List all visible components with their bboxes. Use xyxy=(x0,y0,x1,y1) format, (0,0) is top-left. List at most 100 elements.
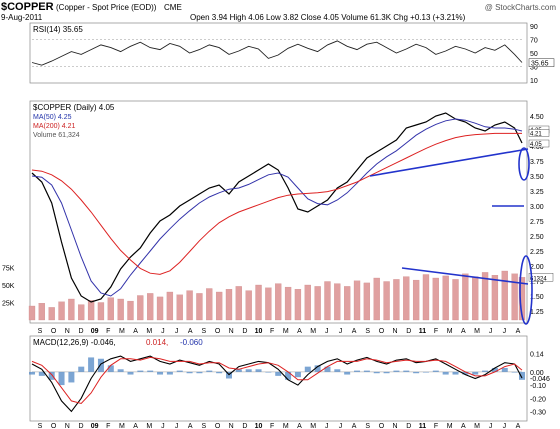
x-label-month-macd: A xyxy=(461,423,466,429)
x-label-month: S xyxy=(38,328,43,335)
macd-histogram-bar xyxy=(88,357,95,372)
x-label-month-macd: D xyxy=(406,423,411,429)
x-label-month-macd: M xyxy=(283,423,289,429)
price-tick-3.50: 3.50 xyxy=(530,174,544,181)
macd-histogram-bar xyxy=(147,370,154,372)
price-tick-2.25: 2.25 xyxy=(530,249,544,256)
x-label-month-macd: F xyxy=(106,423,110,429)
support-trendline xyxy=(369,148,529,177)
price-current-label: 4.21 xyxy=(530,131,542,137)
price-current-label: 4.05 xyxy=(530,142,542,148)
x-label-month-macd: F xyxy=(434,423,438,429)
volume-bar xyxy=(432,277,439,321)
ma50-legend: MA(50) 4.25 xyxy=(33,114,72,121)
x-label-month-macd: J xyxy=(489,423,493,429)
x-label-month-macd: M xyxy=(119,423,125,429)
x-label-month-macd: N xyxy=(229,423,234,429)
volume-bar xyxy=(245,290,252,321)
macd-histogram-bar xyxy=(519,371,525,380)
macd-histogram-bar xyxy=(157,371,164,375)
x-label-month-macd: J xyxy=(175,423,179,429)
x-label-month-macd: O xyxy=(379,423,385,429)
macd-histogram-bar xyxy=(216,371,223,374)
x-label-month-macd: M xyxy=(474,423,480,429)
volume-bar xyxy=(363,282,371,321)
x-label-month: J xyxy=(325,328,329,335)
macd-histogram-bar xyxy=(275,371,282,376)
x-label-month: A xyxy=(516,328,521,335)
x-label-month: J xyxy=(489,328,493,335)
volume-bar xyxy=(334,283,341,321)
volume-bar xyxy=(97,302,105,321)
volume-bar xyxy=(215,291,223,321)
x-label-month-macd: O xyxy=(215,423,221,429)
volume-bar xyxy=(206,288,213,321)
rsi-panel-frame xyxy=(29,22,528,84)
macd-tick: -0.10 xyxy=(530,383,546,390)
ohlc-summary: Open 3.94 High 4.06 Low 3.82 Close 4.05 … xyxy=(190,13,466,22)
macd-histogram-bar xyxy=(344,371,351,375)
macd-histogram-bar xyxy=(462,371,469,375)
x-label-month-macd: A xyxy=(352,423,357,429)
x-label-month-macd: A xyxy=(516,423,521,429)
macd-histogram-bar xyxy=(501,367,508,372)
price-tick-3.75: 3.75 xyxy=(530,159,544,166)
volume-bar xyxy=(166,291,174,321)
macd-histogram-bar xyxy=(294,371,301,378)
macd-histogram-bar xyxy=(166,371,173,375)
macd-histogram-bar xyxy=(324,366,331,372)
volume-current-label: 61324 xyxy=(530,276,547,282)
macd-histogram-bar xyxy=(255,369,262,372)
macd-histogram-bar xyxy=(472,371,479,375)
macd-histogram-bar xyxy=(452,371,459,375)
volume-bar xyxy=(225,289,233,321)
x-label-month: A xyxy=(352,328,357,335)
x-label-month-macd: 11 xyxy=(419,423,427,429)
volume-bar xyxy=(403,276,410,321)
x-label-month-macd: A xyxy=(188,423,193,429)
x-label-month-macd: J xyxy=(503,423,507,429)
macd-histogram-bar xyxy=(363,370,370,372)
macd-histogram-bar xyxy=(117,369,124,372)
rsi-current-label: 35.65 xyxy=(531,61,549,68)
price-tick-1.50: 1.50 xyxy=(530,294,544,301)
macd-histogram-bar xyxy=(176,370,183,372)
volume-bar xyxy=(412,279,420,321)
macd-tick: -0.30 xyxy=(530,409,546,416)
x-label-month-macd: M xyxy=(310,423,316,429)
volume-bar xyxy=(58,301,65,321)
x-label-month: M xyxy=(447,328,453,335)
rsi-legend: RSI(14) 35.65 xyxy=(33,25,83,34)
volume-bar xyxy=(48,307,55,321)
x-label-month: S xyxy=(365,328,370,335)
macd-histogram-bar xyxy=(78,366,85,372)
x-label-month: J xyxy=(175,328,179,335)
volume-bar xyxy=(107,297,114,321)
macd-histogram-bar xyxy=(304,366,311,372)
volume-bar xyxy=(304,284,311,321)
volume-bar xyxy=(275,283,282,321)
macd-signal-line xyxy=(31,356,523,405)
volume-bar xyxy=(511,273,518,321)
x-label-month: M xyxy=(146,328,152,335)
macd-legend: MACD(12,26,9) -0.046, xyxy=(33,338,116,347)
volume-bar xyxy=(38,303,45,321)
exchange: CME xyxy=(164,3,182,12)
x-label-month: 11 xyxy=(419,328,427,335)
volume-bar xyxy=(518,277,526,321)
volume-bar xyxy=(294,289,302,321)
symbol: $COPPER xyxy=(1,1,54,13)
ma200-line xyxy=(31,132,522,275)
volume-bar xyxy=(353,280,361,321)
macd-tick: 0.14 xyxy=(530,351,544,358)
volume-tick: 50K xyxy=(2,283,15,290)
macd-histogram-bar xyxy=(373,371,380,374)
rsi-tick-70: 70 xyxy=(530,38,538,45)
volume-bar xyxy=(422,274,430,321)
x-label-month: O xyxy=(379,328,385,335)
macd-histogram-bar xyxy=(48,371,55,380)
volume-bar xyxy=(265,287,272,321)
volume-bar xyxy=(186,290,193,321)
price-tick-3.00: 3.00 xyxy=(530,204,544,211)
